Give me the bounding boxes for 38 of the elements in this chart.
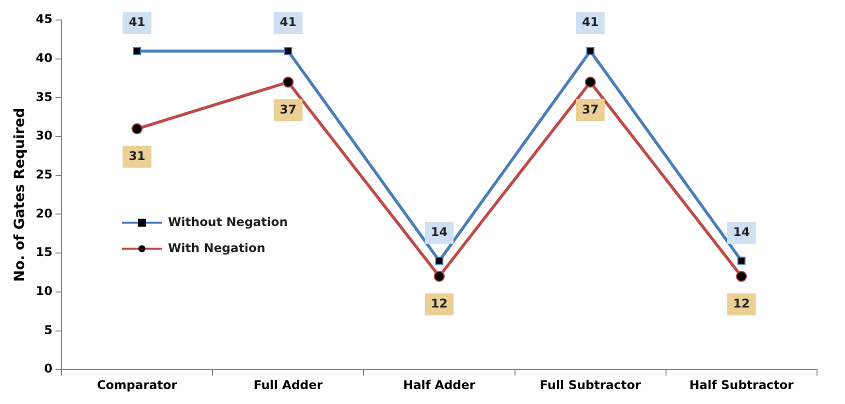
data-label: 37 xyxy=(582,102,599,116)
data-label: 14 xyxy=(733,224,750,239)
x-tick-label: Half Adder xyxy=(403,378,476,392)
point xyxy=(584,76,596,88)
y-axis-title: No. of Gates Required xyxy=(12,108,28,282)
y-tick-label: 5 xyxy=(44,322,52,337)
point xyxy=(435,256,444,265)
y-tick-label: 20 xyxy=(36,206,52,220)
data-label: 31 xyxy=(128,148,146,163)
y-tick-label: 0 xyxy=(44,362,52,376)
y-tick-label: 45 xyxy=(36,12,52,26)
x-tick-label: Full Adder xyxy=(254,378,323,392)
legend-label: With Negation xyxy=(168,240,266,255)
y-tick-label: 25 xyxy=(36,168,52,182)
x-tick-label: Full Subtractor xyxy=(540,378,641,392)
data-label: 14 xyxy=(430,224,448,239)
point xyxy=(736,270,747,282)
data-label: 37 xyxy=(280,102,296,116)
point xyxy=(133,47,142,56)
y-tick-label: 35 xyxy=(36,90,52,104)
point xyxy=(132,123,143,134)
data-label: 12 xyxy=(733,296,750,310)
data-label: 12 xyxy=(430,296,448,310)
point xyxy=(434,270,445,282)
y-tick-label: 10 xyxy=(36,284,52,298)
point xyxy=(586,47,594,56)
data-label: 41 xyxy=(280,15,296,30)
point xyxy=(284,47,292,56)
y-tick-label: 15 xyxy=(36,245,52,260)
point xyxy=(282,76,294,88)
x-tick-label: Comparator xyxy=(96,378,178,392)
y-tick-label: 40 xyxy=(36,50,52,65)
legend-label: Without Negation xyxy=(168,214,288,229)
data-label: 41 xyxy=(582,15,599,30)
x-tick-label: Half Subtractor xyxy=(689,378,794,392)
y-tick-label: 30 xyxy=(36,128,52,143)
data-label: 41 xyxy=(128,15,146,30)
point xyxy=(737,256,746,265)
